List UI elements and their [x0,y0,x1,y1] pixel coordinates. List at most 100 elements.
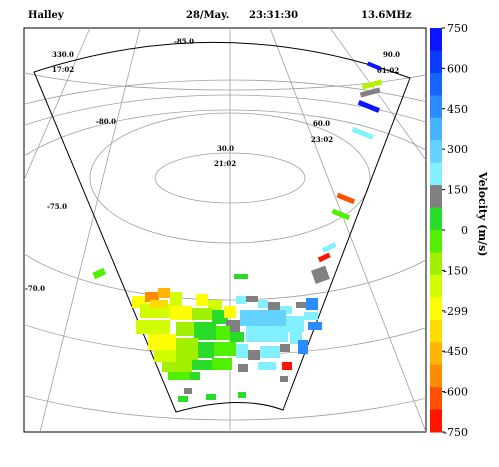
echo-cell [306,298,318,310]
echo-cell [308,322,322,330]
echo-cell [280,344,290,352]
colorbar-tick-label: 750 [447,22,468,35]
echo-cell [248,350,260,360]
echo-cell [351,127,374,140]
echo-cell [304,312,318,320]
echo-cell [280,376,288,382]
echo-cell [321,242,337,253]
mlt-label-30: 30.0 [217,144,234,153]
radar-frequency: 13.6MHz [361,10,412,21]
echo-cell [192,360,212,370]
echo-cell [236,344,248,358]
echo-cell [258,362,276,370]
echo-cell [176,322,194,336]
echo-cell [236,296,246,304]
echo-cell [176,338,198,362]
echo-cell [246,296,258,302]
echo-cell [298,340,308,354]
plot-frame [23,27,427,433]
colorbar-swatch [430,274,442,298]
colorbar-swatch [430,409,442,433]
mlt-line-330 [39,28,141,432]
mlt-line-60 [269,28,426,432]
colorbar-tick-label: -450 [443,345,468,358]
lat-label-80: -80.0 [96,117,116,126]
echo-cell [246,326,288,342]
echo-cell [336,192,356,205]
echo-cell [136,320,170,334]
colorbar-swatch [430,117,442,141]
echo-cell [238,364,248,372]
echo-cell [240,310,286,326]
echo-cell [150,300,168,308]
echo-cell [92,267,107,280]
echo-cell [162,362,192,372]
mlt-line-300 [24,28,91,181]
echo-cell [145,292,159,302]
colorbar-label: Velocity (m/s) [476,171,489,256]
echo-cell [296,302,306,308]
colorbar-swatch [430,207,442,231]
colorbar-tick-label: 150 [447,184,468,197]
echo-cell [194,322,216,340]
echo-cell [361,79,383,90]
echo-cell [178,396,188,402]
colorbar-swatch [430,230,442,253]
echo-cell [234,274,248,279]
scan-time: 23:31:30 [249,10,298,21]
colorbar-swatch [430,364,442,388]
colorbar-swatch [430,387,442,411]
scan-date: 28/May. [186,10,229,21]
colorbar-swatch [430,162,442,186]
colorbar-swatch [430,342,442,366]
echo-cell [224,306,236,318]
colorbar-tick-label: 600 [447,62,468,75]
radar-field-of-view [33,42,411,413]
colorbar-tick-label: -299 [443,305,468,318]
echo-cell [317,252,331,263]
lat-label-75: -75.0 [47,202,67,211]
mlt-line-90 [329,28,426,161]
colorbar-ticks: 750 600 450 300 150 0 -150 -299 -450 -600 -750 [442,22,468,439]
echo-cell [206,394,216,400]
mlt-label-330: 330.0 [52,50,74,59]
lat-label-70: -70.0 [25,284,45,293]
echo-cell [311,265,330,284]
echo-cell [230,332,244,342]
colorbar-swatch [430,72,442,96]
echo-cell [268,302,280,310]
echo-cell [196,294,208,306]
lat-circle-65 [24,79,426,421]
echo-cell [331,208,351,221]
colorbar-swatch [430,28,442,51]
echo-cell [216,326,230,340]
colorbar-tick-label: -750 [443,426,468,439]
echo-cell [357,100,380,113]
mlt-label-60: 60.0 [313,119,330,128]
echo-cell [238,392,246,398]
colorbar-tick-label: -600 [443,386,468,399]
lat-circle-75 [24,109,426,301]
velocity-colorbar [430,28,442,433]
colorbar-tick-label: 0 [461,224,468,237]
colorbar-tick-label: 300 [447,143,468,156]
echo-cell [258,300,268,308]
colorbar-swatch [430,319,442,343]
echo-cell [282,362,292,370]
echo-cell [260,346,280,358]
mlt-time-330: 17:02 [52,65,74,74]
echo-cell [148,334,176,350]
colorbar-swatch [430,297,442,321]
mlt-label-90: 90.0 [383,50,400,59]
lat-label-85: -85.0 [174,37,194,46]
colorbar-tick-label: -150 [443,264,468,277]
mlt-time-30: 21:02 [214,159,236,168]
echo-cell [190,372,200,380]
echo-cell [158,288,170,298]
colorbar-swatch [430,185,442,209]
echo-cell [192,308,212,320]
echo-cell [366,61,382,71]
echo-cell [198,342,214,358]
mlt-time-90: 01:02 [377,66,399,75]
echo-cell [208,300,222,310]
